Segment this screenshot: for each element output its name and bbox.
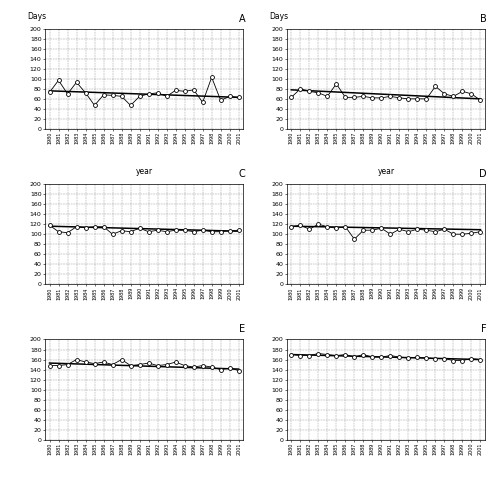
Text: Days: Days bbox=[27, 11, 46, 21]
Text: C: C bbox=[238, 169, 245, 179]
Text: B: B bbox=[480, 14, 487, 24]
Text: D: D bbox=[480, 169, 487, 179]
Text: F: F bbox=[482, 325, 487, 335]
Text: E: E bbox=[239, 325, 245, 335]
Text: year: year bbox=[136, 167, 152, 176]
Text: year: year bbox=[378, 167, 394, 176]
Text: Days: Days bbox=[269, 11, 288, 21]
Text: A: A bbox=[238, 14, 245, 24]
